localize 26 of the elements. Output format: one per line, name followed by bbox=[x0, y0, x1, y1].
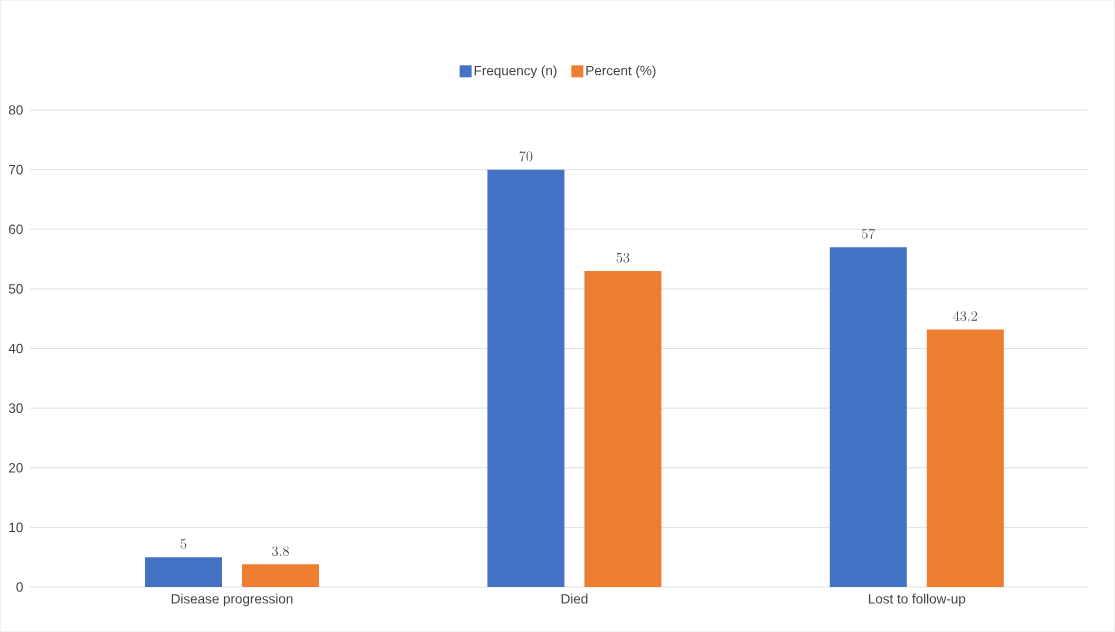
legend-label: Percent (%) bbox=[586, 65, 656, 78]
y-tick-label: 80 bbox=[8, 105, 23, 115]
y-tick-label: 0 bbox=[16, 582, 23, 592]
data-label: 53 bbox=[616, 252, 630, 263]
bar bbox=[829, 247, 907, 587]
data-label: 3.8 bbox=[272, 546, 289, 556]
x-tick-label: Disease progression bbox=[171, 593, 293, 607]
bar bbox=[242, 564, 320, 587]
y-tick-label: 40 bbox=[8, 343, 23, 354]
bar bbox=[584, 270, 662, 587]
bar bbox=[926, 329, 1004, 587]
y-tick-label: 70 bbox=[9, 164, 23, 175]
y-tick-label: 50 bbox=[8, 284, 23, 294]
data-label: 70 bbox=[519, 151, 533, 162]
x-tick-label: Lost to follow-up bbox=[868, 593, 966, 607]
y-tick-label: 30 bbox=[8, 403, 23, 413]
y-tick-label: 20 bbox=[9, 462, 23, 473]
legend-label: Frequency (n) bbox=[474, 65, 557, 78]
bar bbox=[487, 169, 565, 587]
data-label: 5 bbox=[180, 538, 187, 549]
data-label: 43.2 bbox=[953, 311, 978, 322]
x-tick-label: Died bbox=[561, 593, 588, 604]
data-label: 57 bbox=[861, 228, 876, 239]
bar bbox=[145, 557, 223, 587]
y-tick-label: 10 bbox=[9, 522, 23, 533]
y-tick-label: 60 bbox=[9, 224, 23, 234]
